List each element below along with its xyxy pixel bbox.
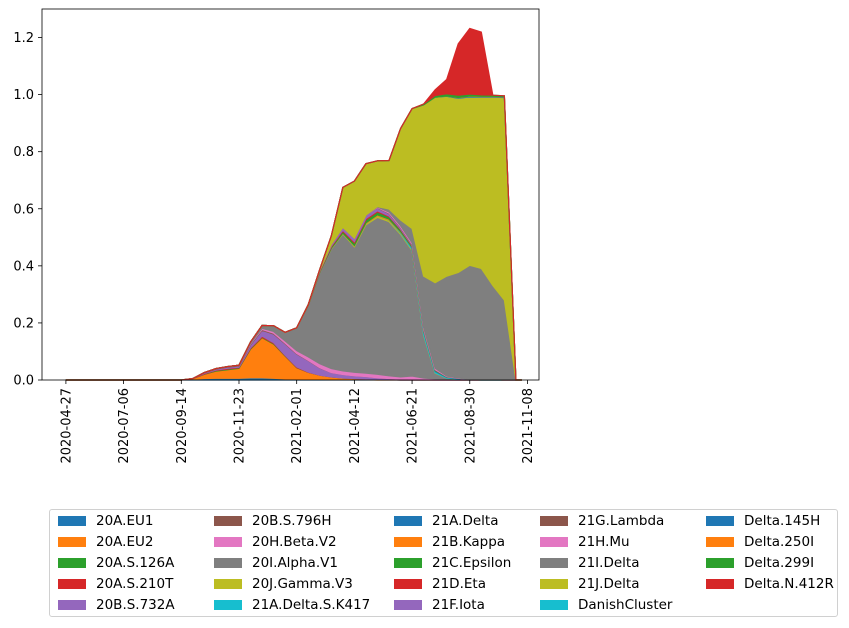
y-tick-label: 1.0 [13,88,34,103]
y-tick-label: 0.4 [13,259,34,274]
legend-swatch [394,579,422,589]
legend-label: 20A.EU2 [96,534,154,550]
legend-label: 21A.Delta.S.K417 [252,597,371,613]
legend-label: 21I.Delta [578,555,640,571]
legend-swatch [394,516,422,526]
y-tick-label: 0.8 [13,145,34,160]
x-tick-label: 2021-11-08 [521,388,536,464]
legend-swatch [58,558,86,568]
x-tick-label: 2021-04-12 [348,388,363,464]
legend-item-danishcluster: DanishCluster [540,595,672,615]
legend-item-delta-299i: Delta.299I [706,553,814,573]
legend-swatch [58,579,86,589]
legend-swatch [214,558,242,568]
legend-item-20j-gamma-v3: 20J.Gamma.V3 [214,574,353,594]
legend-swatch [706,516,734,526]
x-axis: 2020-04-27 2020-07-06 2020-09-14 2020-11-23… [59,380,536,464]
legend-label: Delta.N.412R [744,576,834,592]
legend-item-21i-delta: 21I.Delta [540,553,639,573]
legend-label: 21A.Delta [432,513,499,529]
legend-swatch [540,558,568,568]
legend-swatch [540,579,568,589]
y-tick-label: 0.2 [13,316,34,331]
legend-item-21a-delta: 21A.Delta [394,511,499,531]
legend-item-21j-delta: 21J.Delta [540,574,639,594]
legend-item-delta-250i: Delta.250I [706,532,814,552]
legend-swatch [58,516,86,526]
legend-label: 20A.S.210T [96,576,174,592]
x-tick-label: 2021-02-01 [290,388,305,464]
legend-swatch [214,516,242,526]
legend-item-20b-s-796h: 20B.S.796H [214,511,332,531]
legend-label: 20H.Beta.V2 [252,534,337,550]
legend-label: DanishCluster [578,597,673,613]
legend-label: Delta.299I [744,555,815,571]
x-tick-label: 2021-06-21 [406,388,421,464]
legend-item-20a-eu1: 20A.EU1 [58,511,153,531]
legend-label: 21B.Kappa [432,534,506,550]
legend-swatch [58,537,86,547]
legend-swatch [214,600,242,610]
legend-label: 21H.Mu [578,534,630,550]
x-tick-label: 2020-11-23 [232,388,247,464]
legend-swatch [58,600,86,610]
y-tick-label: 1.2 [13,31,34,46]
legend-item-delta-n-412r: Delta.N.412R [706,574,834,594]
legend-item-21h-mu: 21H.Mu [540,532,630,552]
legend-swatch [706,579,734,589]
legend-item-delta-145h: Delta.145H [706,511,820,531]
legend-swatch [540,600,568,610]
legend: 20A.EU1 20A.EU2 20A.S.126A 20A.S.210T 20B.S.… [49,509,838,617]
legend-label: 21G.Lambda [578,513,665,529]
legend-label: 21F.Iota [432,597,485,613]
x-tick-label: 2020-09-14 [175,388,190,464]
legend-item-21a-delta-s-k417: 21A.Delta.S.K417 [214,595,370,615]
legend-item-20h-beta-v2: 20H.Beta.V2 [214,532,337,552]
legend-label: 21D.Eta [432,576,486,592]
legend-item-20a-eu2: 20A.EU2 [58,532,153,552]
legend-item-20a-s-126a: 20A.S.126A [58,553,174,573]
legend-label: Delta.145H [744,513,821,529]
area-delta-n-412r [65,27,522,381]
legend-label: Delta.250I [744,534,815,550]
legend-item-20b-s-732a: 20B.S.732A [58,595,175,615]
legend-item-20i-alpha-v1: 20I.Alpha.V1 [214,553,338,573]
legend-swatch [214,537,242,547]
legend-item-21d-eta: 21D.Eta [394,574,486,594]
legend-label: 21J.Delta [578,576,640,592]
area-layers [65,27,522,381]
legend-item-21g-lambda: 21G.Lambda [540,511,664,531]
legend-swatch [214,579,242,589]
x-tick-label: 2020-04-27 [59,388,74,464]
x-tick-label: 2021-08-30 [463,388,478,464]
stacked-area-chart: 0.0 0.2 0.4 0.6 0.8 1.0 1.2 2020-04-27 2020-07-… [13,8,540,464]
legend-label: 20A.EU1 [96,513,154,529]
y-tick-label: 0.0 [13,374,34,389]
legend-label: 20B.S.796H [252,513,332,529]
legend-label: 20I.Alpha.V1 [252,555,338,571]
legend-item-20a-s-210t: 20A.S.210T [58,574,173,594]
legend-swatch [540,537,568,547]
legend-swatch [540,516,568,526]
legend-swatch [706,558,734,568]
plot-frame [41,8,540,381]
legend-label: 20J.Gamma.V3 [252,576,353,592]
legend-swatch [394,537,422,547]
legend-item-21c-epsilon: 21C.Epsilon [394,553,511,573]
x-tick-label: 2020-07-06 [117,388,132,464]
legend-item-21f-iota: 21F.Iota [394,595,485,615]
legend-label: 20A.S.126A [96,555,175,571]
legend-swatch [706,537,734,547]
legend-swatch [394,558,422,568]
legend-label: 21C.Epsilon [432,555,512,571]
legend-item-21b-kappa: 21B.Kappa [394,532,505,552]
y-tick-label: 0.6 [13,202,34,217]
legend-swatch [394,600,422,610]
y-axis: 0.0 0.2 0.4 0.6 0.8 1.0 1.2 [13,31,42,389]
legend-label: 20B.S.732A [96,597,175,613]
